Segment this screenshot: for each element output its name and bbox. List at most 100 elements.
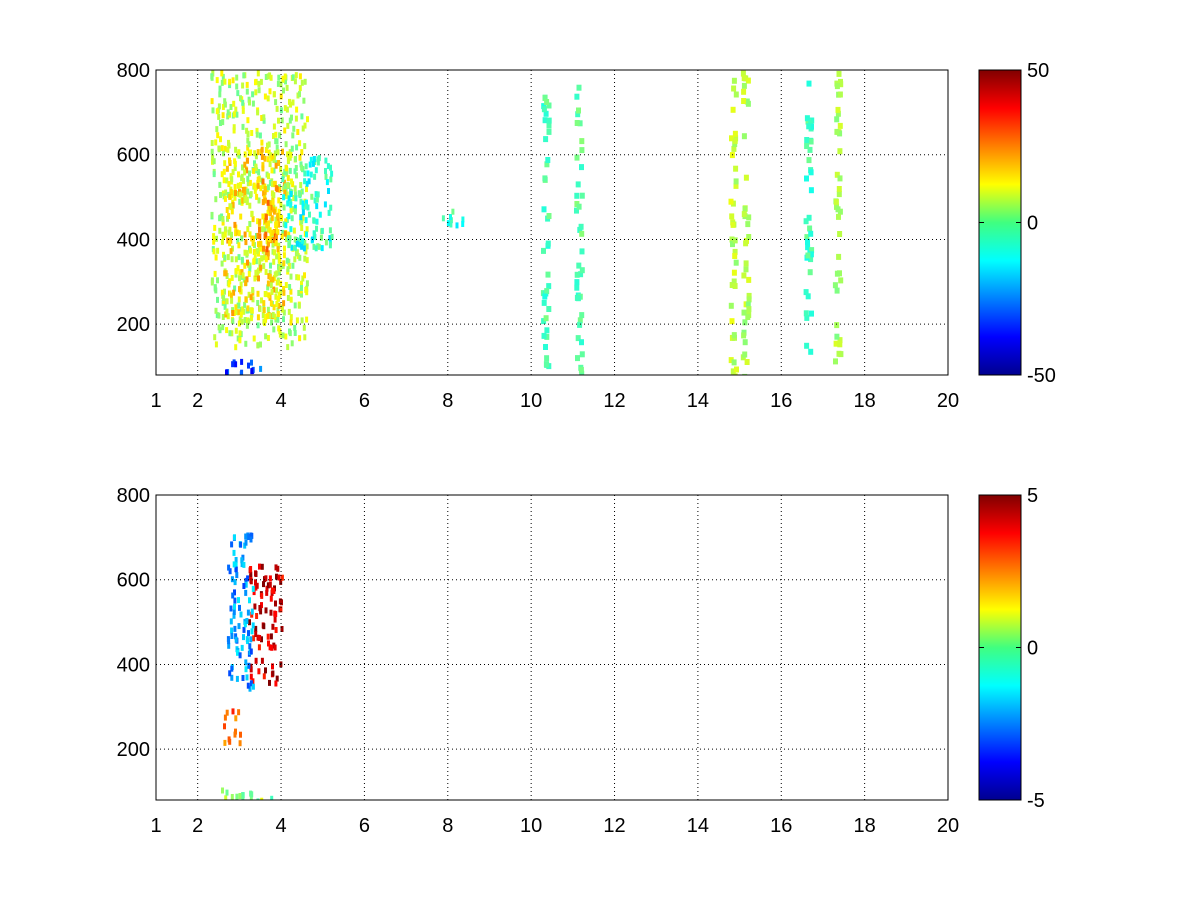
- heatmap-cell: [574, 154, 580, 161]
- heatmap-cell: [230, 541, 234, 548]
- colorbar-axis: 50 0 -50: [979, 60, 1056, 387]
- heatmap-cell: [212, 171, 216, 178]
- heatmap-cell: [237, 149, 241, 156]
- y-axis: 200 400 600 800: [117, 60, 150, 336]
- heatmap-cell: [233, 534, 236, 541]
- heatmap-cell: [806, 214, 812, 221]
- heatmap-cell: [264, 667, 267, 674]
- heatmap-cell: [807, 269, 813, 276]
- x-tick-label: 18: [854, 390, 876, 412]
- heatmap-cell: [223, 145, 227, 152]
- heatmap-cell: [216, 277, 219, 284]
- heatmap-cell: [220, 289, 224, 296]
- heatmap-cell: [236, 302, 240, 309]
- heatmap-cell: [215, 77, 219, 84]
- heatmap-cell: [214, 287, 218, 294]
- heatmap-cell: [225, 207, 229, 213]
- heatmap-cell: [236, 182, 240, 189]
- heatmap-cell: [243, 161, 247, 168]
- heatmap-cell: [319, 234, 323, 241]
- heatmap-cell: [273, 644, 277, 651]
- heatmap-cell: [579, 230, 585, 237]
- heatmap-cell: [283, 105, 287, 112]
- heatmap-cell: [746, 214, 752, 221]
- heatmap-cell: [224, 189, 228, 196]
- heatmap-cell: [279, 578, 283, 585]
- heatmap-cell: [277, 252, 281, 259]
- heatmap-cell: [259, 365, 263, 372]
- heatmap-cell: [279, 201, 283, 208]
- heatmap-cell: [238, 793, 242, 799]
- heatmap-cell: [314, 191, 318, 198]
- heatmap-cell: [260, 602, 263, 609]
- heatmap-cell: [293, 208, 297, 215]
- heatmap-cell: [274, 293, 278, 300]
- heatmap-cell: [243, 151, 247, 158]
- heatmap-cell: [222, 168, 226, 175]
- heatmap-cell: [268, 581, 272, 588]
- heatmap-cell: [231, 361, 235, 368]
- heatmap-cell: [287, 157, 290, 164]
- heatmap-cell: [238, 191, 242, 198]
- heatmap-cell: [273, 271, 277, 278]
- heatmap-cell: [311, 160, 315, 167]
- heatmap-cell: [298, 254, 302, 261]
- heatmap-cell: [234, 271, 238, 278]
- heatmap-cell: [308, 211, 311, 218]
- heatmap-cell: [271, 311, 275, 318]
- heatmap-cell: [286, 181, 290, 188]
- heatmap-cell: [258, 240, 262, 247]
- x-tick-label: 14: [687, 390, 709, 412]
- heatmap-cell: [253, 603, 257, 610]
- heatmap-cell: [246, 226, 250, 233]
- heatmap-cell: [803, 289, 809, 296]
- heatmap-cell: [217, 103, 221, 110]
- heatmap-cell: [837, 148, 843, 155]
- heatmap-cell: [259, 264, 263, 271]
- heatmap-cell: [226, 146, 230, 153]
- heatmap-cell: [546, 306, 552, 312]
- heatmap-cell: [838, 78, 843, 85]
- heatmap-cell: [263, 226, 267, 233]
- heatmap-cell: [271, 199, 275, 206]
- heatmap-cell: [223, 739, 227, 746]
- heatmap-cell: [741, 82, 747, 89]
- heatmap-cell: [238, 275, 241, 282]
- heatmap-cell: [577, 120, 583, 127]
- heatmap-cell: [245, 250, 249, 257]
- heatmap-cell: [227, 281, 231, 288]
- heatmap-cell: [249, 149, 253, 156]
- heatmap-cell: [232, 124, 236, 131]
- heatmap-cell: [740, 70, 746, 77]
- heatmap-cell: [221, 324, 225, 331]
- heatmap-cell: [286, 122, 290, 129]
- heatmap-cell: [809, 123, 814, 130]
- heatmap-cell: [729, 318, 735, 325]
- heatmap-cell: [257, 668, 261, 675]
- heatmap-cell: [262, 245, 265, 252]
- heatmap-cell: [251, 622, 255, 629]
- heatmap-cell: [266, 199, 270, 206]
- heatmap-cell: [579, 312, 585, 319]
- heatmap-cell: [257, 275, 260, 282]
- heatmap-cell: [225, 789, 229, 796]
- heatmap-cell: [262, 307, 266, 314]
- heatmap-cell: [328, 235, 332, 242]
- heatmap-cell: [272, 286, 276, 293]
- heatmap-cell: [230, 665, 234, 672]
- heatmap-cell: [579, 192, 585, 199]
- heatmap-cell: [315, 203, 319, 210]
- heatmap-cell: [225, 177, 229, 184]
- heatmap-cell: [230, 176, 234, 183]
- heatmap-cell: [299, 214, 303, 221]
- heatmap-cell: [242, 177, 245, 184]
- heatmap-cell: [261, 213, 265, 220]
- heatmap-cell: [240, 269, 244, 276]
- heatmap-cell: [228, 193, 232, 200]
- heatmap-cell: [256, 798, 260, 800]
- heatmap-cell: [223, 288, 226, 295]
- heatmap-cell: [281, 148, 284, 155]
- heatmap-cell: [256, 182, 260, 189]
- heatmap-cell: [293, 256, 297, 263]
- heatmap-cell: [241, 796, 245, 800]
